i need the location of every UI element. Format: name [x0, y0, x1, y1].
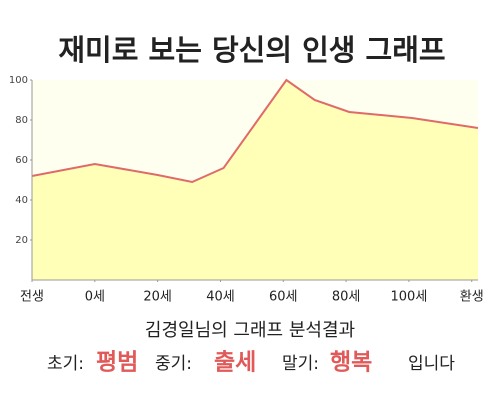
- x-tick-label: 40세: [206, 290, 235, 305]
- x-tick-label: 20세: [143, 290, 172, 305]
- x-tick-label: 전생: [20, 290, 44, 305]
- y-tick-label: 100: [9, 75, 28, 86]
- summary-label: 초기:: [47, 354, 84, 374]
- y-tick-label: 20: [15, 235, 28, 246]
- summary-label: 중기:: [155, 354, 192, 374]
- summary-value: 평범: [96, 350, 138, 376]
- x-tick-label: 80세: [332, 290, 361, 305]
- chart-title: 재미로 보는 당신의 인생 그래프: [58, 33, 445, 67]
- ending: 입니다: [408, 354, 455, 374]
- summary-value: 출세: [214, 350, 256, 376]
- x-tick-label: 100세: [391, 290, 428, 305]
- x-tick-label: 0세: [85, 290, 105, 305]
- line: [31, 78, 479, 184]
- area: [32, 80, 478, 280]
- y-tick-label: 40: [15, 195, 28, 206]
- x-tick-label: 환생: [460, 290, 484, 305]
- summary-value: 행복: [330, 350, 372, 376]
- y-tick-label: 80: [15, 115, 28, 126]
- caption: 김경일님의 그래프 분석결과: [145, 320, 355, 341]
- y-tick-label: 60: [15, 155, 28, 166]
- x-tick-label: 60세: [269, 290, 298, 305]
- summary-label: 말기:: [282, 354, 319, 374]
